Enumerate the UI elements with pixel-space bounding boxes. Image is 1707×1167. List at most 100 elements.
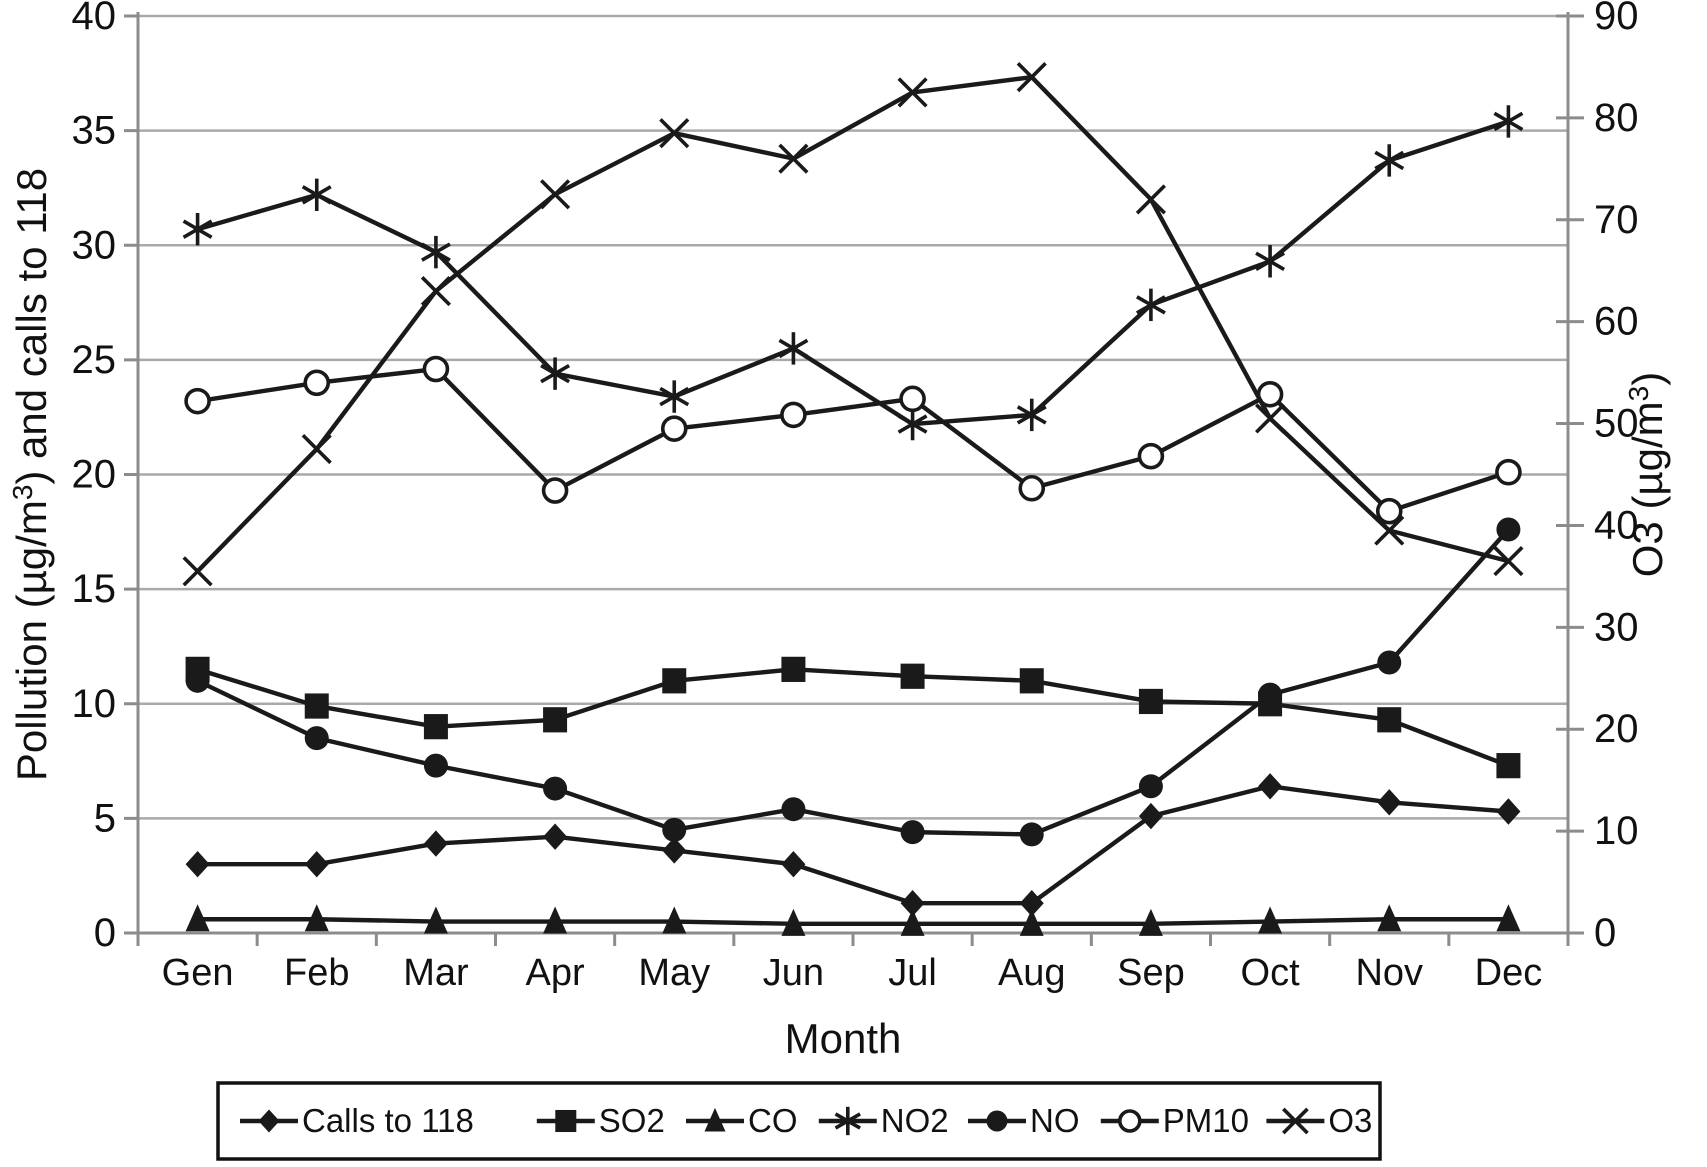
series-line-CO — [195, 917, 1511, 927]
series-O3 — [182, 62, 1524, 587]
marker-asterisk — [659, 386, 690, 407]
marker-diamond — [185, 851, 210, 878]
x-tick-label-mar: Mar — [403, 952, 469, 994]
marker-triangle — [423, 906, 448, 934]
x-tick-label-apr: Apr — [526, 952, 585, 994]
left-axis-title: Pollution (µg/m3) and calls to 118 — [7, 168, 55, 781]
marker-asterisk — [834, 1112, 861, 1130]
legend-label-SO2: SO2 — [599, 1102, 665, 1139]
legend-item-Calls-to-118: Calls to 118 — [240, 1102, 474, 1139]
marker-circle-filled — [986, 1110, 1008, 1132]
marker-asterisk — [778, 338, 809, 359]
legend-label-PM10: PM10 — [1163, 1102, 1249, 1139]
marker-triangle — [781, 908, 806, 936]
right-axis-tick-label: 30 — [1594, 605, 1639, 649]
marker-circle-filled — [304, 726, 329, 751]
marker-triangle — [900, 908, 925, 936]
marker-circle-filled — [423, 753, 448, 778]
right-axis-tick-label: 60 — [1594, 300, 1639, 344]
marker-diamond — [900, 889, 925, 917]
marker-asterisk — [1493, 111, 1524, 132]
marker-diamond — [1496, 798, 1521, 825]
marker-triangle — [1496, 904, 1521, 932]
marker-circle-open — [541, 477, 569, 504]
legend-label-NO: NO — [1030, 1102, 1080, 1139]
marker-x — [1255, 403, 1286, 434]
marker-asterisk — [1374, 150, 1405, 171]
marker-square — [900, 663, 925, 689]
legend-label-Calls-to-118: Calls to 118 — [302, 1102, 474, 1139]
x-axis-title: Month — [785, 1015, 902, 1062]
marker-x — [659, 118, 690, 149]
left-axis-tick-label: 30 — [72, 223, 117, 267]
right-axis-tick-label: 50 — [1594, 402, 1639, 446]
right-axis-tick-label: 10 — [1594, 809, 1639, 853]
right-axis-tick-label: 70 — [1594, 198, 1639, 242]
x-tick-label-oct: Oct — [1241, 952, 1301, 994]
marker-diamond — [304, 851, 329, 878]
series-SO2 — [185, 656, 1521, 779]
marker-square — [662, 668, 687, 694]
x-tick-label-jun: Jun — [763, 952, 824, 994]
marker-circle-open — [303, 369, 331, 397]
series-line-PM10 — [195, 366, 1511, 514]
marker-triangle — [662, 906, 687, 934]
marker-triangle — [1019, 908, 1044, 936]
marker-circle-open — [1375, 497, 1403, 525]
legend-label-CO: CO — [748, 1102, 798, 1139]
marker-x — [897, 77, 928, 108]
marker-circle-open — [1137, 442, 1165, 470]
left-axis-tick-label: 20 — [72, 453, 117, 497]
right-axis-tick-label: 20 — [1594, 707, 1639, 751]
marker-asterisk — [182, 219, 213, 239]
legend-item-SO2: SO2 — [536, 1102, 665, 1139]
marker-diamond — [1377, 789, 1402, 816]
marker-circle-filled — [543, 776, 568, 801]
marker-asterisk — [1255, 251, 1286, 271]
legend-label-NO2: NO2 — [881, 1102, 949, 1139]
right-axis-tick-label: 80 — [1594, 96, 1639, 140]
x-tick-label-jul: Jul — [888, 952, 937, 994]
marker-circle-open — [1018, 474, 1046, 502]
series-line-Calls-to-118 — [195, 784, 1511, 906]
marker-diamond — [1019, 889, 1044, 917]
legend-item-O3: O3 — [1266, 1102, 1372, 1139]
marker-diamond — [781, 851, 806, 878]
marker-circle-filled — [781, 797, 806, 822]
legend: Calls to 118 SO2 CO NO2 NO PM10 O3 — [216, 1081, 1382, 1161]
left-axis-tick-label: 35 — [72, 109, 117, 153]
marker-asterisk — [420, 242, 451, 262]
right-axis-tick-label: 40 — [1594, 503, 1639, 547]
marker-diamond — [258, 1109, 280, 1133]
x-tick-label-aug: Aug — [998, 952, 1066, 994]
right-axis-title-text: O3 (µg/m3) — [1623, 372, 1671, 577]
marker-circle-filled — [1496, 517, 1521, 542]
marker-diamond — [662, 837, 687, 864]
marker-circle-open — [780, 401, 807, 429]
x-tick-label-feb: Feb — [284, 952, 349, 994]
marker-x — [1493, 546, 1524, 577]
series-line-NO2 — [195, 119, 1511, 427]
marker-circle-filled — [900, 820, 925, 845]
series-CO — [185, 904, 1521, 936]
legend-item-NO: NO — [968, 1102, 1080, 1139]
marker-x — [1282, 1107, 1309, 1135]
left-axis-title-text: Pollution (µg/m3) and calls to 118 — [7, 168, 55, 781]
marker-x — [1135, 184, 1166, 215]
marker-circle-open — [1495, 458, 1522, 486]
left-axis-tick-label: 25 — [72, 338, 117, 382]
marker-x — [540, 179, 571, 210]
marker-circle-open — [660, 415, 688, 442]
marker-x — [1374, 515, 1405, 546]
left-axis-tick-label: 15 — [72, 567, 117, 611]
marker-diamond — [423, 830, 448, 857]
left-axis-tick-label: 5 — [94, 796, 116, 840]
marker-triangle — [704, 1107, 726, 1132]
marker-circle-open — [422, 355, 450, 383]
marker-triangle — [543, 906, 568, 934]
marker-square — [423, 714, 448, 740]
right-axis-tick-label: 90 — [1594, 0, 1639, 38]
marker-triangle — [185, 904, 210, 932]
x-tick-label-may: May — [638, 952, 710, 994]
